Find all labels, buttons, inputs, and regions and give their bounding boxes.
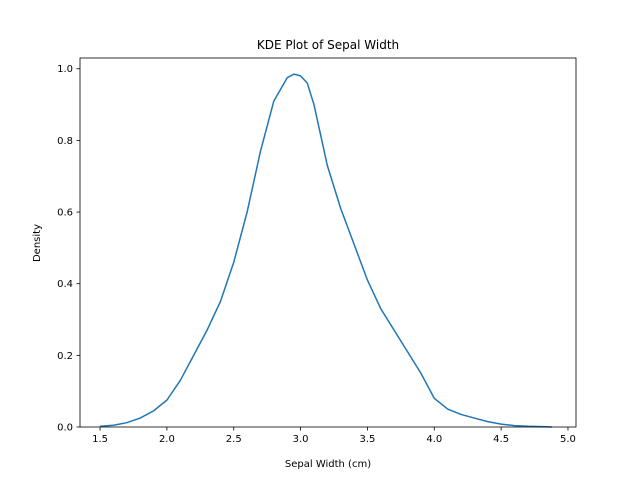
x-axis-ticks: 1.5 2.0 2.5 3.0 3.5 4.0 4.5 5.0: [92, 427, 576, 445]
series-layer: [99, 73, 552, 428]
y-tick-label: 0.0: [57, 423, 73, 434]
chart-title: KDE Plot of Sepal Width: [257, 38, 399, 52]
x-axis-label: Sepal Width (cm): [285, 459, 371, 470]
x-tick-label: 3.5: [359, 434, 375, 445]
x-tick-label: 3.0: [293, 434, 309, 445]
x-tick-label: 4.5: [493, 434, 509, 445]
x-tick-label: 4.0: [426, 434, 442, 445]
x-tick-label: 1.5: [92, 434, 108, 445]
plot-frame: [79, 57, 577, 428]
y-tick-label: 0.6: [57, 208, 73, 219]
x-tick-label: 5.0: [560, 434, 576, 445]
y-axis-ticks: 0.0 0.2 0.4 0.6 0.8 1.0: [57, 64, 80, 434]
y-axis-label: Density: [32, 224, 43, 262]
y-tick-label: 0.2: [57, 351, 73, 362]
y-tick-label: 0.4: [57, 279, 73, 290]
kde-line-series-0: [99, 73, 552, 428]
x-tick-label: 2.5: [226, 434, 242, 445]
y-tick-label: 0.8: [57, 136, 73, 147]
y-tick-label: 1.0: [57, 64, 73, 75]
x-tick-label: 2.0: [159, 434, 175, 445]
